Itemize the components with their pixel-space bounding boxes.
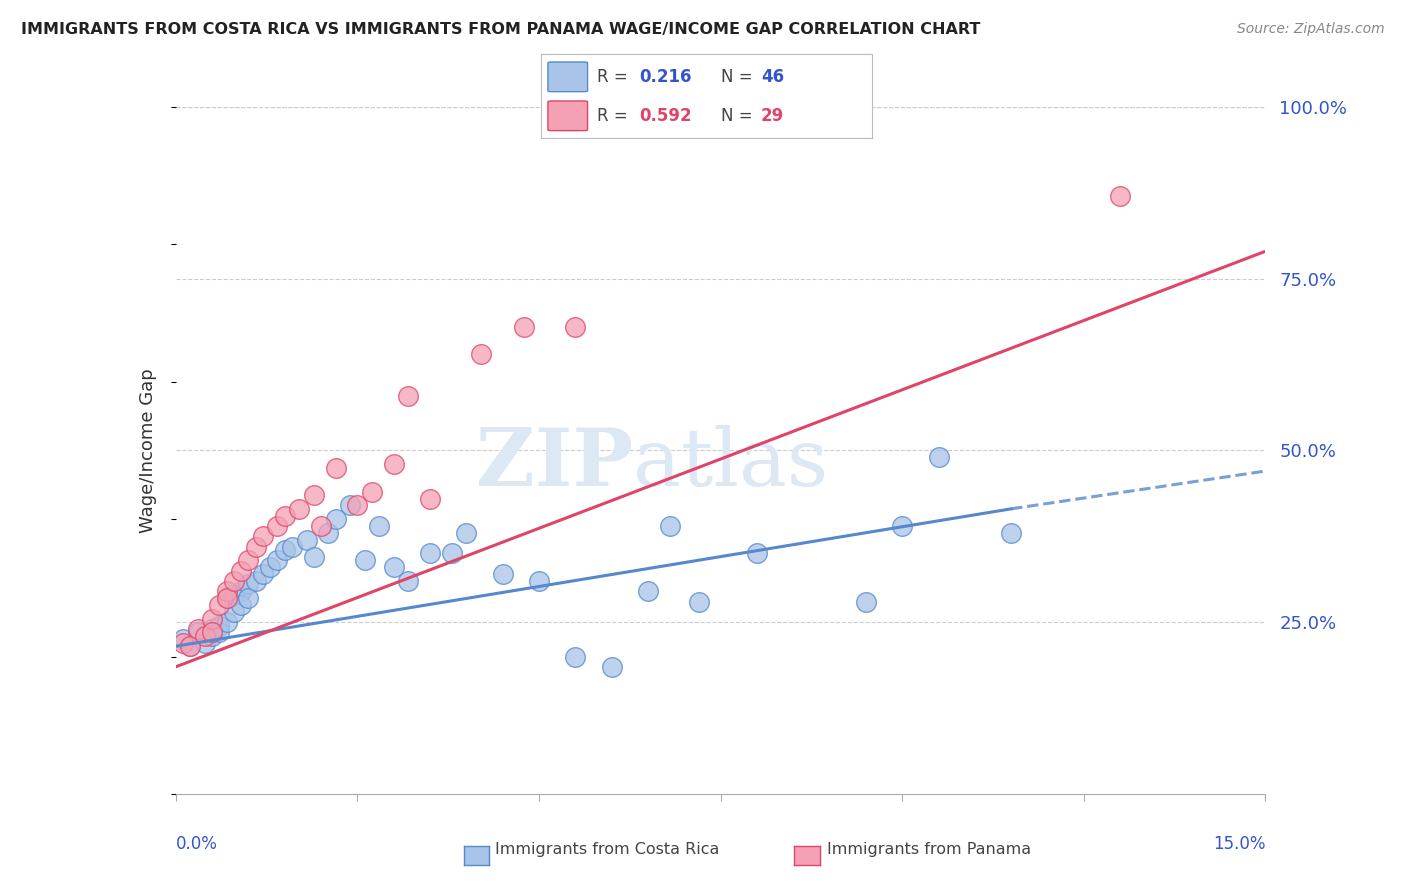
Point: [658, 519, 681, 533]
Point: [266, 519, 288, 533]
Point: [440, 546, 463, 561]
Point: [274, 543, 297, 558]
Text: 0.0%: 0.0%: [176, 835, 218, 853]
Point: [396, 388, 419, 402]
Point: [186, 625, 209, 640]
Point: [201, 612, 224, 626]
Text: Immigrants from Costa Rica: Immigrants from Costa Rica: [495, 842, 720, 856]
Text: 46: 46: [761, 68, 785, 86]
Point: [172, 632, 194, 647]
Point: [179, 639, 201, 653]
Point: [266, 553, 288, 567]
Point: [1000, 525, 1022, 540]
Point: [1109, 189, 1132, 203]
Text: IMMIGRANTS FROM COSTA RICA VS IMMIGRANTS FROM PANAMA WAGE/INCOME GAP CORRELATION: IMMIGRANTS FROM COSTA RICA VS IMMIGRANTS…: [21, 22, 980, 37]
Point: [231, 564, 253, 578]
Point: [215, 584, 238, 599]
Point: [288, 501, 311, 516]
Text: atlas: atlas: [633, 425, 828, 503]
Point: [527, 574, 550, 588]
Point: [564, 319, 586, 334]
Point: [238, 591, 260, 606]
Text: 0.592: 0.592: [638, 107, 692, 125]
Point: [396, 574, 419, 588]
Point: [318, 525, 340, 540]
Point: [172, 636, 194, 650]
Point: [208, 598, 231, 612]
FancyBboxPatch shape: [548, 62, 588, 92]
Point: [201, 629, 224, 643]
Point: [201, 622, 224, 636]
Text: ZIP: ZIP: [477, 425, 633, 503]
Point: [325, 460, 347, 475]
Point: [492, 567, 515, 582]
Point: [637, 584, 659, 599]
Text: Source: ZipAtlas.com: Source: ZipAtlas.com: [1237, 22, 1385, 37]
Point: [309, 519, 332, 533]
Text: 15.0%: 15.0%: [1213, 835, 1265, 853]
Point: [208, 625, 231, 640]
Point: [456, 525, 478, 540]
Text: R =: R =: [598, 68, 634, 86]
Point: [419, 546, 441, 561]
Point: [346, 499, 368, 513]
Point: [325, 512, 347, 526]
Y-axis label: Wage/Income Gap: Wage/Income Gap: [139, 368, 157, 533]
Point: [222, 574, 245, 588]
Point: [231, 598, 253, 612]
Point: [419, 491, 441, 506]
Point: [208, 618, 231, 632]
Point: [259, 560, 281, 574]
Point: [855, 594, 877, 608]
Text: Immigrants from Panama: Immigrants from Panama: [827, 842, 1031, 856]
Point: [215, 615, 238, 630]
Text: 0.216: 0.216: [638, 68, 692, 86]
Point: [252, 567, 274, 582]
Text: 29: 29: [761, 107, 785, 125]
Point: [222, 605, 245, 619]
Point: [201, 625, 224, 640]
Point: [302, 549, 325, 564]
Text: N =: N =: [721, 68, 758, 86]
Point: [745, 546, 768, 561]
Point: [368, 519, 391, 533]
Point: [513, 319, 536, 334]
Point: [382, 560, 405, 574]
Point: [215, 591, 238, 606]
Point: [186, 622, 209, 636]
Point: [274, 508, 297, 523]
Point: [339, 499, 361, 513]
Point: [600, 660, 623, 674]
Text: R =: R =: [598, 107, 634, 125]
Point: [179, 639, 201, 653]
Text: N =: N =: [721, 107, 758, 125]
Point: [928, 450, 950, 465]
Point: [222, 588, 245, 602]
Point: [891, 519, 914, 533]
Point: [245, 540, 267, 554]
Point: [470, 347, 492, 361]
Point: [194, 636, 217, 650]
Point: [281, 540, 304, 554]
Point: [382, 457, 405, 471]
Point: [564, 649, 586, 664]
Point: [360, 484, 382, 499]
Point: [238, 553, 260, 567]
Point: [353, 553, 375, 567]
FancyBboxPatch shape: [548, 101, 588, 130]
Point: [194, 629, 217, 643]
Point: [295, 533, 318, 547]
Point: [231, 584, 253, 599]
Point: [252, 529, 274, 543]
Point: [245, 574, 267, 588]
Point: [215, 591, 238, 606]
Point: [238, 577, 260, 591]
Point: [688, 594, 710, 608]
Point: [302, 488, 325, 502]
